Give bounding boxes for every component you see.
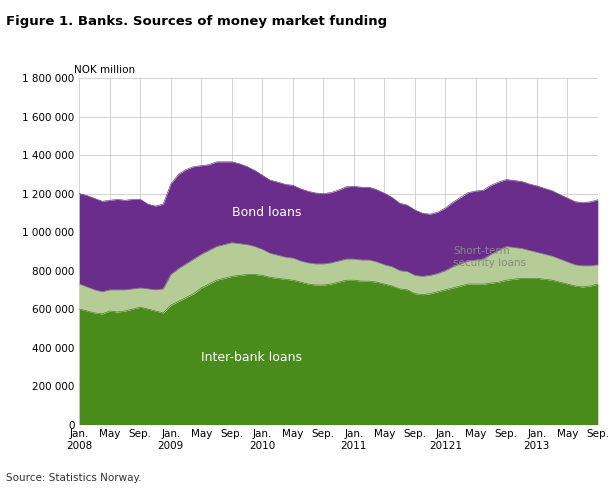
Text: Figure 1. Banks. Sources of money market funding: Figure 1. Banks. Sources of money market… <box>6 15 387 28</box>
Text: Inter-bank loans: Inter-bank loans <box>201 351 303 364</box>
Text: Short-term
security loans: Short-term security loans <box>453 246 526 268</box>
Text: Bond loans: Bond loans <box>232 206 301 219</box>
Text: Source: Statistics Norway.: Source: Statistics Norway. <box>6 473 142 483</box>
Text: NOK million: NOK million <box>74 64 135 75</box>
